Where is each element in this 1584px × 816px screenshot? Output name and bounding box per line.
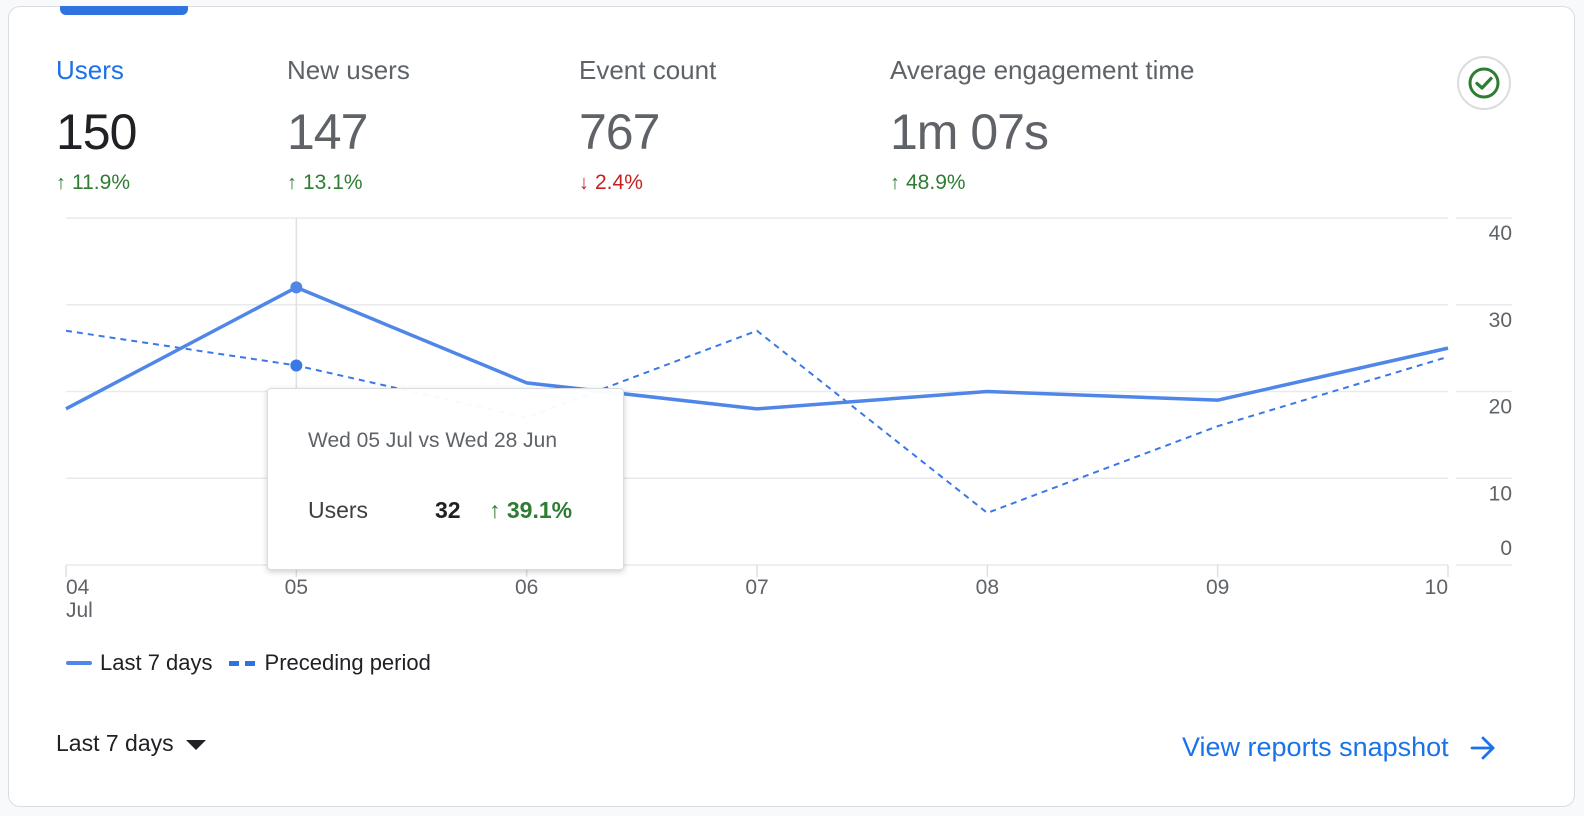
arrow-up-icon: ↑	[890, 172, 900, 194]
legend-label-previous: Preceding period	[264, 650, 431, 675]
metric-delta-value: 48.9%	[906, 171, 966, 194]
metric-avg-engagement-time[interactable]: Average engagement time 1m 07s ↑ 48.9%	[890, 54, 1195, 196]
x-tick-label: 07	[745, 576, 768, 599]
chart-tooltip: Wed 05 Jul vs Wed 28 Jun Users 32 ↑ 39.1…	[267, 388, 624, 570]
arrow-up-icon: ↑	[287, 172, 297, 194]
tooltip-title: Wed 05 Jul vs Wed 28 Jun	[308, 429, 558, 452]
metric-label: New users	[287, 55, 410, 85]
check-circle-icon	[1468, 67, 1500, 99]
y-axis-ticks: 0 10 20 30 40	[1489, 222, 1512, 560]
metric-value: 767	[579, 104, 660, 160]
metric-delta: ↑ 11.9%	[56, 170, 136, 196]
metric-label: Average engagement time	[890, 55, 1195, 85]
highlight-point	[290, 359, 303, 372]
metric-delta-value: 11.9%	[72, 171, 130, 194]
arrow-down-icon: ↓	[579, 172, 589, 194]
caret-down-icon	[185, 739, 206, 750]
arrow-up-icon: ↑	[56, 172, 66, 194]
highlight-point	[290, 281, 303, 294]
metric-new-users[interactable]: New users 147 ↑ 13.1%	[287, 54, 410, 196]
metric-value: 150	[56, 104, 137, 160]
y-tick-label: 40	[1489, 222, 1512, 245]
tooltip-metric-label: Users	[308, 497, 369, 523]
chart-markers	[290, 281, 303, 372]
chart-legend: Last 7 days Preceding period	[66, 650, 431, 676]
date-range-dropdown[interactable]: Last 7 days	[56, 730, 206, 757]
y-tick-label: 30	[1489, 309, 1512, 332]
x-tick-label: 05	[285, 576, 308, 599]
insights-status-button[interactable]	[1457, 56, 1511, 110]
x-tick-label: 04	[66, 576, 90, 599]
metric-value: 147	[287, 104, 368, 160]
view-reports-snapshot-label: View reports snapshot	[1182, 732, 1449, 762]
metric-users[interactable]: Users 150 ↑ 11.9%	[56, 54, 137, 196]
arrow-right-icon	[1470, 736, 1495, 759]
legend-solid-line-icon	[66, 661, 92, 665]
metric-event-count[interactable]: Event count 767 ↓ 2.4%	[579, 54, 716, 196]
metric-delta: ↑ 48.9%	[890, 170, 1195, 196]
x-tick-label: 09	[1206, 576, 1229, 599]
metric-value: 1m 07s	[890, 104, 1049, 160]
view-reports-snapshot-link[interactable]: View reports snapshot	[1182, 732, 1497, 763]
metric-delta-value: 13.1%	[303, 171, 363, 194]
metric-label: Event count	[579, 55, 717, 85]
tooltip-delta: ↑ 39.1%	[489, 497, 572, 524]
tooltip-delta-value: 39.1%	[506, 497, 573, 523]
arrow-up-icon: ↑	[489, 497, 501, 523]
x-tick-label: 08	[976, 576, 999, 599]
metric-label: Users	[56, 55, 124, 85]
tooltip-metric-value: 32	[435, 497, 461, 523]
x-tick-sublabel: Jul	[66, 599, 93, 622]
y-tick-label: 0	[1500, 537, 1512, 560]
x-tick-label: 06	[515, 576, 538, 599]
x-tick-label: 10	[1425, 576, 1448, 599]
legend-label-current: Last 7 days	[100, 650, 213, 675]
y-tick-label: 10	[1489, 482, 1512, 505]
metric-delta: ↓ 2.4%	[579, 170, 716, 196]
legend-dashed-line-icon	[228, 660, 255, 666]
metric-delta-value: 2.4%	[595, 171, 643, 194]
metric-delta: ↑ 13.1%	[287, 170, 410, 196]
date-range-label: Last 7 days	[56, 730, 174, 756]
active-tab-indicator	[60, 6, 188, 15]
y-tick-label: 20	[1489, 396, 1512, 419]
